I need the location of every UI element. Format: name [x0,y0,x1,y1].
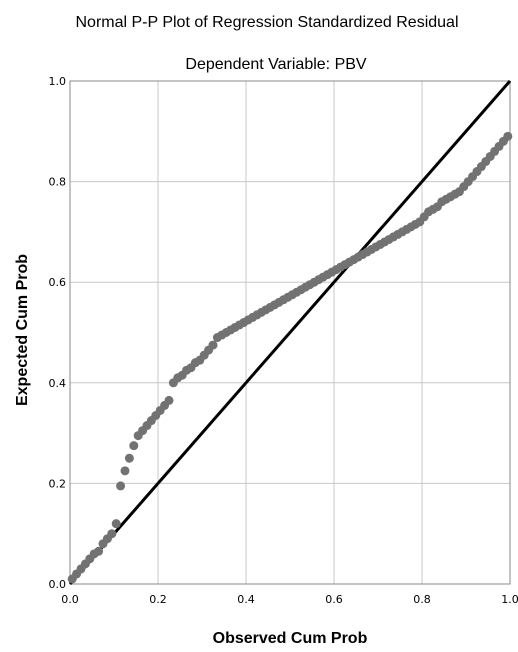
y-tick-label: 1.0 [49,75,67,88]
y-axis-title: Expected Cum Prob [14,254,31,406]
x-tick-label: 0.6 [325,593,343,606]
x-tick-label: 0.0 [61,593,79,606]
data-point [164,395,174,405]
plot-frame [69,80,511,585]
y-tick-label: 0.6 [49,276,67,289]
data-point [129,441,139,451]
data-points [67,131,513,584]
data-point [208,340,218,350]
y-tick-label: 0.0 [49,578,67,591]
reference-line [68,80,512,585]
y-tick-label: 0.8 [49,176,67,189]
data-point [94,546,104,556]
data-point [124,453,134,463]
x-tick-label: 0.4 [237,593,255,606]
y-tick-label: 0.2 [49,477,67,490]
data-point [107,529,117,539]
chart-subtitle: Dependent Variable: PBV [185,56,366,73]
x-tick-label: 0.2 [149,593,167,606]
data-point [120,466,130,476]
data-point [111,519,121,529]
x-tick-label: 1.0 [501,593,518,606]
data-point [503,131,513,141]
data-point [116,481,126,491]
y-tick-label: 0.4 [49,377,67,390]
tick-labels: 0.0 0.2 0.4 0.6 0.8 1.0 0.0 0.2 0.4 0.6 0.8 1.0 [49,75,518,606]
x-axis-title: Observed Cum Prob [213,630,368,647]
grid [70,81,510,584]
chart-title: Normal P-P Plot of Regression Standardiz… [75,14,458,31]
x-tick-label: 0.8 [413,593,431,606]
